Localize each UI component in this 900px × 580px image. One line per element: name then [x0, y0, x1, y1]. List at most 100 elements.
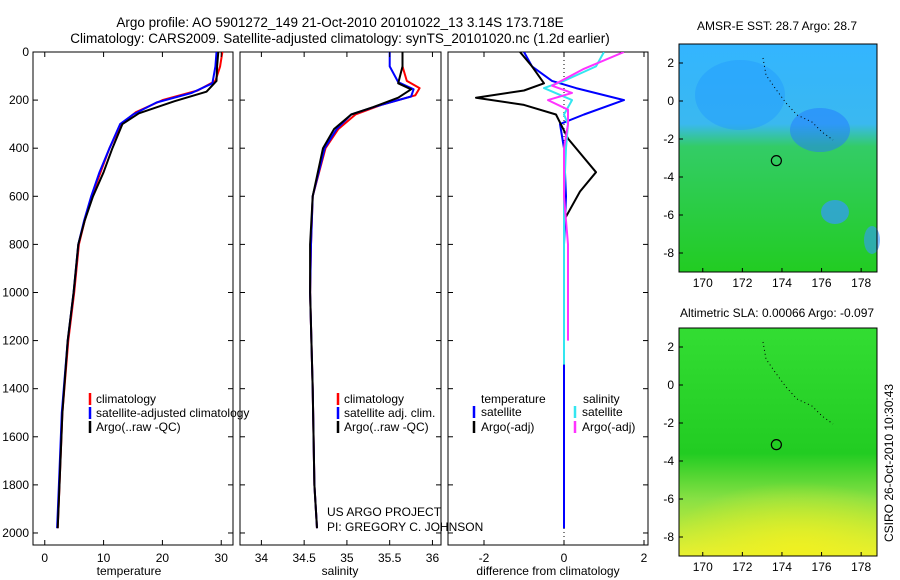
- y-tick-label: 400: [9, 141, 29, 155]
- legend-label-argo: Argo(..raw -QC): [96, 420, 181, 434]
- sla-profile-marker: [770, 439, 782, 451]
- legend-label-argo: Argo(..raw -QC): [344, 420, 429, 434]
- map-x-tick-label: 178: [851, 560, 871, 574]
- y-tick-label: 200: [9, 93, 29, 107]
- map-x-tick-label: 170: [693, 560, 713, 574]
- temperature-xlabel: temperature: [97, 564, 162, 578]
- map-x-tick-label: 174: [772, 560, 792, 574]
- map-y-tick-label: -2: [663, 416, 674, 430]
- x-tick-label: 20: [156, 551, 170, 565]
- sst-cool-patch: [790, 108, 850, 152]
- y-tick-label: 600: [9, 189, 29, 203]
- map-y-tick-label: -6: [663, 492, 674, 506]
- series-line-argo-raw-qc-: [56, 52, 220, 529]
- legend-label-sal-argo: Argo(-adj): [582, 420, 635, 434]
- difference-panel-frame: [447, 51, 649, 546]
- axes-ticks-group: 0 10 20 30020040060080010001200140016001800…: [2, 45, 648, 565]
- y-tick-label: 2000: [2, 526, 29, 540]
- x-tick-label: 34: [255, 551, 269, 565]
- sst-profile-marker: [770, 155, 782, 167]
- legend-label-climatology: climatology: [96, 392, 156, 406]
- y-tick-label: 1600: [2, 430, 29, 444]
- project-credit: US ARGO PROJECT: [327, 505, 442, 519]
- temperature-series-group: [56, 52, 224, 529]
- map-x-tick-label: 178: [851, 276, 871, 290]
- map-x-tick-label: 172: [732, 276, 752, 290]
- y-tick-label: 1000: [2, 285, 29, 299]
- map-y-tick-label: 0: [667, 94, 674, 108]
- difference-series-group: [475, 52, 625, 545]
- difference-xlabel: difference from climatology: [476, 564, 619, 578]
- y-tick-label: 800: [9, 237, 29, 251]
- sst-cool-patch: [821, 200, 849, 224]
- sst-cool-patch: [695, 60, 785, 130]
- difference-legend: temperature salinity satellite Argo(-adj…: [472, 392, 635, 434]
- legend-label-temp-satellite: satellite: [481, 405, 522, 419]
- series-line-salinity-satellite: [543, 52, 605, 365]
- csiro-timestamp: CSIRO 26-Oct-2010 10:30:43: [882, 384, 896, 542]
- map-y-tick-label: -4: [663, 454, 674, 468]
- x-tick-label: 30: [215, 551, 229, 565]
- map-y-tick-label: 2: [667, 56, 674, 70]
- sla-map-title: Altimetric SLA: 0.00066 Argo: -0.097: [680, 306, 874, 320]
- map-x-tick-label: 176: [812, 560, 832, 574]
- map-y-tick-label: 0: [667, 378, 674, 392]
- legend-label-satellite: satellite-adjusted climatology: [96, 406, 249, 420]
- salinity-panel-frame: [239, 51, 442, 546]
- sla-coastline: [762, 341, 834, 425]
- map-y-tick-label: -2: [663, 132, 674, 146]
- map-x-tick-label: 172: [732, 560, 752, 574]
- sst-map-frame: [678, 43, 878, 273]
- map-x-tick-label: 174: [772, 276, 792, 290]
- sla-warm-patch: [679, 450, 877, 556]
- series-line-satellite-adjusted-climatology: [56, 52, 218, 529]
- pi-credit: PI: GREGORY C. JOHNSON: [327, 520, 483, 534]
- sst-cool-patch: [864, 226, 880, 254]
- y-tick-label: 1200: [2, 334, 29, 348]
- legend-header-salinity: salinity: [583, 392, 620, 406]
- sst-map: [678, 43, 880, 273]
- legend-label-temp-argo: Argo(-adj): [481, 420, 534, 434]
- series-line-salinity-argo-adj-: [547, 52, 625, 341]
- salinity-xlabel: salinity: [322, 564, 359, 578]
- map-y-tick-label: -8: [663, 246, 674, 260]
- figure-title-line2: Climatology: CARS2009. Satellite-adjuste…: [70, 31, 610, 46]
- series-line-temperature-argo-adj-: [475, 52, 597, 365]
- series-line-climatology: [309, 52, 421, 529]
- figure-title-line1: Argo profile: AO 5901272_149 21-Oct-2010…: [116, 15, 563, 30]
- map-axes-group: 170 172 174 176 178 2 0 -2 -4 -6 -8 170 172 174 176 178…: [663, 56, 871, 574]
- legend-header-temperature: temperature: [481, 392, 546, 406]
- temperature-panel-frame: [32, 51, 234, 546]
- y-tick-label: 1800: [2, 478, 29, 492]
- series-line-climatology: [56, 52, 224, 529]
- legend-label-climatology: climatology: [344, 392, 404, 406]
- legend-label-sal-satellite: satellite: [582, 405, 623, 419]
- series-line-temperature-satellite: [523, 52, 625, 529]
- y-tick-label: 0: [22, 45, 29, 59]
- map-y-tick-label: -4: [663, 170, 674, 184]
- sst-coastline: [762, 57, 834, 141]
- map-y-tick-label: -6: [663, 208, 674, 222]
- legend-label-satellite: satellite adj. clim.: [344, 406, 435, 420]
- salinity-series-group: [309, 52, 421, 529]
- sst-map-title: AMSR-E SST: 28.7 Argo: 28.7: [697, 19, 857, 33]
- sla-map-frame: [678, 327, 878, 557]
- y-tick-label: 1400: [2, 382, 29, 396]
- x-tick-label: 2: [641, 551, 648, 565]
- series-line-satellite-adj-clim-: [309, 52, 415, 529]
- x-tick-label: 36: [426, 551, 440, 565]
- map-y-tick-label: -8: [663, 530, 674, 544]
- series-line-argo-raw-qc-: [309, 52, 413, 529]
- map-y-tick-label: 2: [667, 340, 674, 354]
- x-tick-label: 0: [41, 551, 48, 565]
- sla-map: [678, 327, 878, 557]
- x-tick-label: -2: [479, 551, 490, 565]
- x-tick-label: 0: [561, 551, 568, 565]
- map-x-tick-label: 170: [693, 276, 713, 290]
- temperature-legend: climatology satellite-adjusted climatolo…: [88, 392, 249, 434]
- salinity-legend: climatology satellite adj. clim. Argo(..…: [336, 392, 435, 434]
- x-tick-label: 10: [97, 551, 111, 565]
- x-tick-label: 34.5: [292, 551, 316, 565]
- map-x-tick-label: 176: [812, 276, 832, 290]
